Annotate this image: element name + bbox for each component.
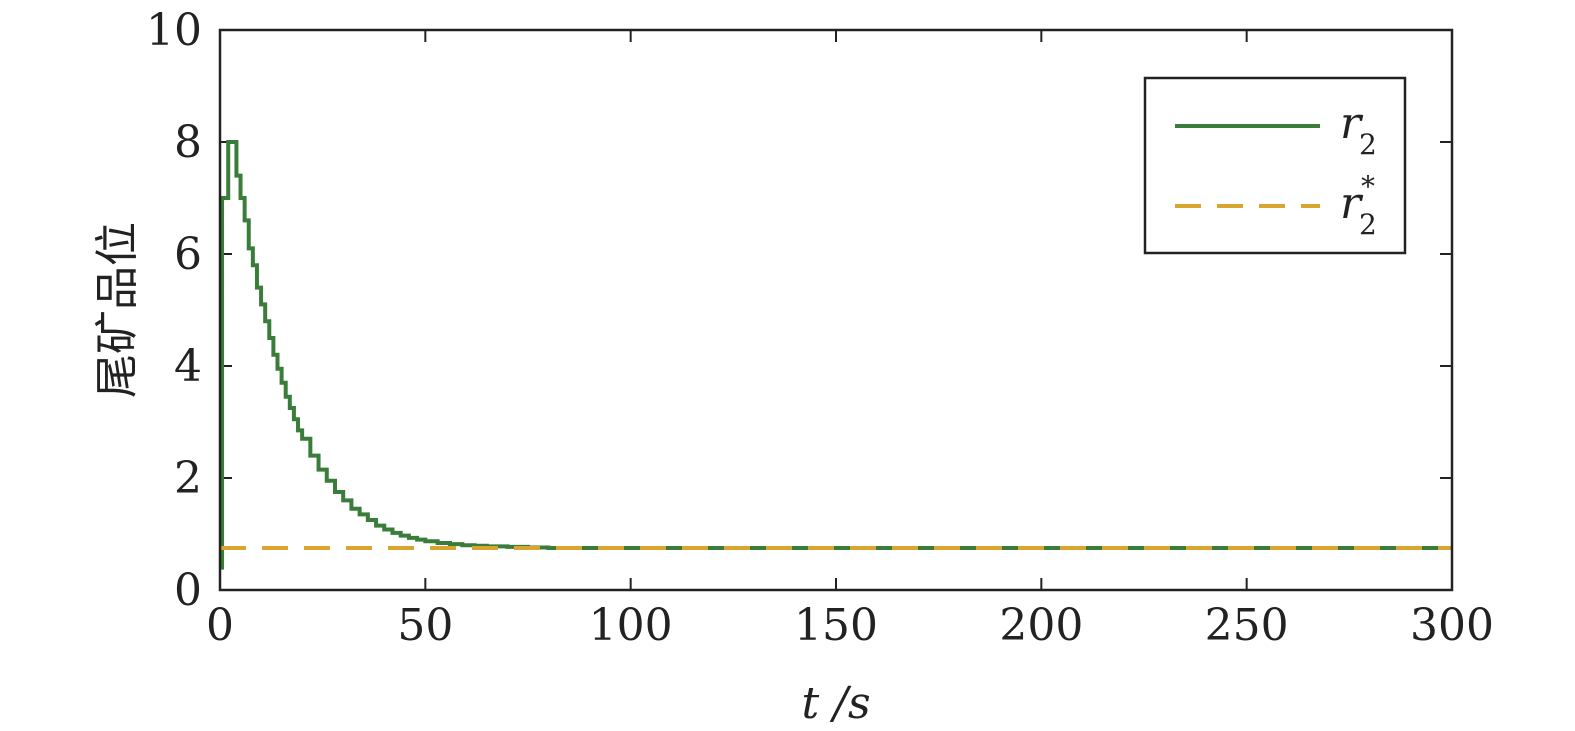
legend-superscript: * bbox=[1361, 170, 1375, 203]
labels-layer: t /s 尾矿品位 0 50 100 150 200 250 300 0 2 4 6 8 10 bbox=[92, 5, 1494, 729]
x-tick-label: 0 bbox=[206, 600, 234, 651]
x-tick-label: 300 bbox=[1410, 600, 1494, 651]
plot-frame bbox=[218, 28, 1454, 592]
legend-label: r bbox=[1340, 98, 1364, 149]
y-tick-label: 10 bbox=[146, 5, 202, 56]
legend-subscript: 2 bbox=[1359, 128, 1377, 161]
x-tick-label: 250 bbox=[1205, 600, 1289, 651]
y-tick-label: 2 bbox=[174, 453, 202, 504]
y-tick-label: 8 bbox=[174, 117, 202, 168]
series-layer bbox=[220, 140, 1452, 570]
x-tick-label: 50 bbox=[397, 600, 453, 651]
x-tick-label: 100 bbox=[589, 600, 673, 651]
y-tick-label: 4 bbox=[174, 341, 202, 392]
x-tick-label: 200 bbox=[999, 600, 1083, 651]
y-axis-label: 尾矿品位 bbox=[92, 222, 143, 398]
x-tick-label: 150 bbox=[794, 600, 878, 651]
x-axis-label: t /s bbox=[801, 678, 870, 729]
legend-label: r bbox=[1340, 178, 1364, 229]
legend-box bbox=[1143, 76, 1407, 255]
series-line bbox=[220, 140, 1452, 570]
legend-subscript: 2 bbox=[1359, 208, 1377, 241]
y-tick-label: 6 bbox=[174, 229, 202, 280]
y-tick-label: 0 bbox=[174, 565, 202, 616]
